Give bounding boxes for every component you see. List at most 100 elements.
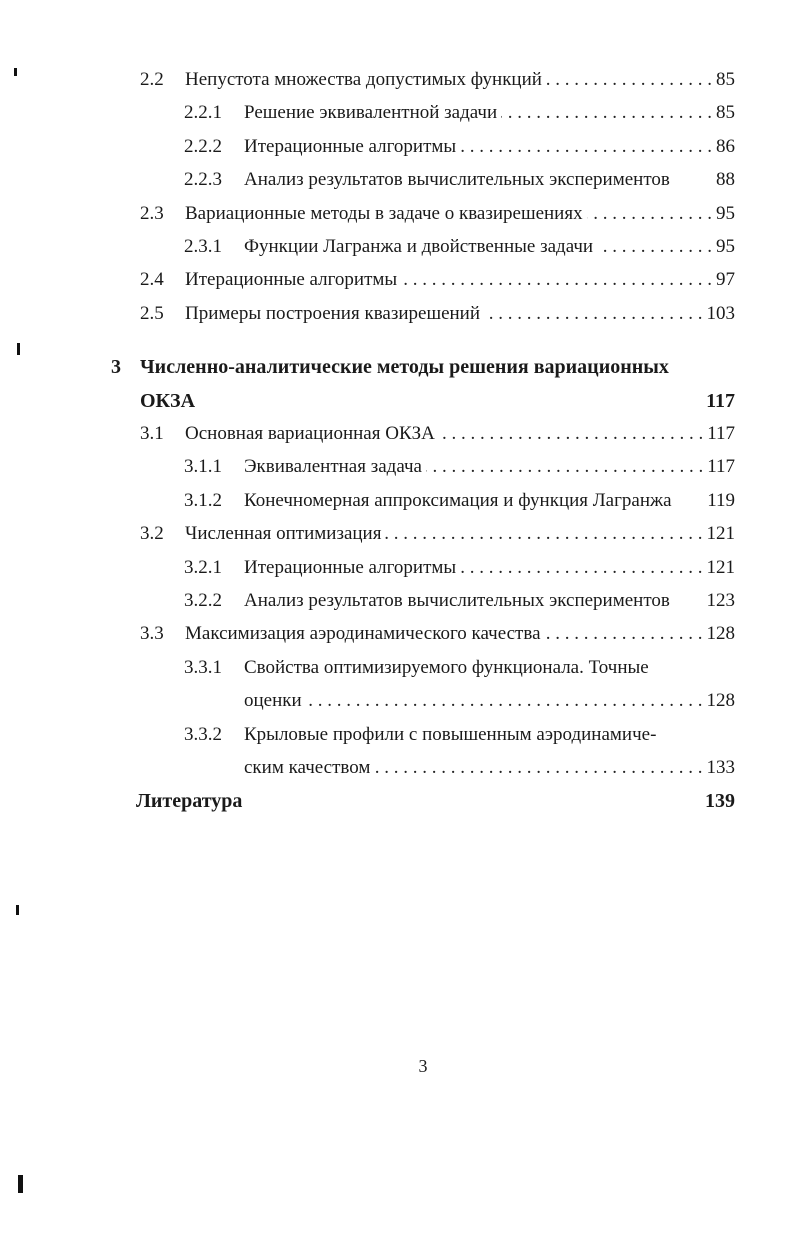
toc-entry-title: оценки [244,690,302,712]
toc-entry[interactable]: Литература 139 [136,789,735,813]
toc-entry-title: Основная вариационная ОКЗА [185,423,435,444]
dot-leader: . . . . . . . . . . . . . . . . . . . . … [385,523,703,545]
toc-entry[interactable]: 2.2 Непустота множества допустимых функци… [140,68,735,92]
dot-leader: . . . . . . . . . . . . . . . . . . . . … [501,102,712,124]
toc-entry[interactable]: оценки . . . . . . . . . . . . . . . . .… [244,689,735,713]
toc-entry[interactable]: 3.2 Численная оптимизация . . . . . . . .… [140,522,735,546]
toc-entry-title: Литература [136,790,243,813]
toc-entry-number: 2.2.3 [184,169,222,191]
dot-leader: . . . . . . . . . . . . . . . . . . . . … [374,757,703,778]
toc-entry[interactable]: 3.3.1 Свойства оптимизируемого функционал… [184,656,735,680]
toc-entry[interactable]: 3.1.2 Конечномерная аппроксимация и функц… [184,489,735,513]
toc-entry-number: 3 [111,356,121,379]
dot-leader: . . . . . . . . . . . . . . . . . . . . … [401,269,712,291]
scan-mark [14,68,17,76]
toc-entry-title: Итерационные алгоритмы [244,556,457,578]
toc-entry-title: Анализ результатов вычислительных экспер… [244,590,670,611]
dot-leader: . . . . . . . . . . . . . . . . . . . . … [597,236,712,257]
toc-entry-number: 2.4 [140,269,164,291]
toc-entry-page: 119 [707,489,735,511]
toc-entry-number: 3.3 [140,623,164,645]
toc-entry-title: Крыловые профили с повышенным аэродинами… [244,723,657,745]
toc-entry-page: 123 [706,590,736,611]
toc-entry-page: 88 [716,169,735,191]
dot-leader: . . . . . . . . . . . . . . . . . . . . … [460,556,703,578]
toc-entry-page: 117 [706,389,735,412]
toc-entry-page: 117 [707,456,735,478]
toc-entry[interactable]: 3.3.2 Крыловые профили с повышенным аэрод… [184,723,735,747]
toc-entry[interactable]: ОКЗА 117 [140,389,735,413]
toc-entry-page: 95 [716,202,735,224]
dot-leader: . . . . . . . . . . . . . . . . . . . . … [545,69,712,90]
toc-entry-page: 85 [716,69,735,90]
dot-leader: . . . . . . . . . . . . . . . . . . . . … [460,135,712,157]
toc-entry-title: Примеры построения квазирешений [185,302,481,324]
toc-entry-page: 139 [705,790,735,813]
toc-entry-number: 2.5 [140,302,164,324]
toc-entry[interactable]: 3.2.1 Итерационные алгоритмы . . . . . . … [184,556,735,580]
dot-leader: . . . . . . . . . . . . . . . . . . . . … [426,456,704,478]
toc-entry-title: Итерационные алгоритмы [244,135,457,157]
dot-leader: . . . . . . . . . . . . . . . . . . . . … [484,302,703,324]
toc-entry-title: Итерационные алгоритмы [185,269,398,291]
toc-entry-page: 103 [706,302,736,324]
scan-mark [18,1175,23,1193]
toc-entry-title: Эквивалентная задача [244,456,422,478]
toc-entry-page: 133 [706,757,736,778]
toc-entry-title: ОКЗА [140,389,196,412]
toc-entry-title: Численно-аналитические методы решения ва… [140,356,669,379]
toc-entry[interactable]: 2.2.3 Анализ результатов вычислительных э… [184,168,735,192]
toc-entry[interactable]: 3.3 Максимизация аэродинамического качест… [140,622,735,646]
toc-entry-title: Конечномерная аппроксимация и функция Ла… [244,489,672,511]
toc-entry-number: 3.2 [140,523,164,545]
toc-entry-title: Решение эквивалентной задачи [244,102,498,124]
toc-entry-number: 2.3 [140,202,164,224]
toc-entry[interactable]: 2.2.2 Итерационные алгоритмы . . . . . . … [184,135,735,159]
toc-entry-number: 2.2.2 [184,135,222,157]
toc-entry[interactable]: 2.3 Вариационные методы в задаче о квазир… [140,202,735,226]
toc-entry-page: 121 [706,556,736,578]
dot-leader: . . . . . . . . . . . . . . . . . . . . … [587,202,712,224]
scan-mark [17,343,20,355]
toc-entry-page: 85 [716,102,735,124]
toc-entry-page: 117 [707,423,735,444]
toc-entry-page: 97 [716,269,735,291]
toc-entry[interactable]: 2.2.1 Решение эквивалентной задачи . . . … [184,101,735,125]
toc-entry[interactable]: 2.5 Примеры построения квазирешений . . .… [140,302,735,326]
toc-entry-title: ским качеством [244,757,371,778]
toc-entry-page: 121 [706,523,736,545]
toc-entry-number: 3.1 [140,423,164,444]
toc-entry-number: 2.3.1 [184,236,222,257]
toc-entry-number: 3.3.2 [184,723,222,745]
toc-entry[interactable]: ским качеством . . . . . . . . . . . . .… [244,756,735,780]
toc-entry-title: Максимизация аэродинамического качества [185,623,541,645]
toc-entry-number: 3.1.2 [184,489,222,511]
toc-entry-title: Непустота множества допустимых функций [185,69,542,90]
toc-entry[interactable]: 3.2.2 Анализ результатов вычислительных э… [184,589,735,613]
toc-entry-title: Численная оптимизация [185,523,382,545]
toc-entry[interactable]: 2.4 Итерационные алгоритмы . . . . . . . … [140,268,735,292]
toc-entry[interactable]: 3.1.1 Эквивалентная задача . . . . . . . … [184,455,735,479]
dot-leader: . . . . . . . . . . . . . . . . . . . . … [306,690,703,712]
toc-entry-page: 128 [706,623,736,645]
dot-leader: . . . . . . . . . . . . . . . . . . . . … [439,423,704,444]
dot-leader: . . . . . . . . . . . . . . . . . . . . … [545,623,703,645]
toc-entry-page: 86 [716,135,735,157]
toc-entry-number: 2.2 [140,69,164,90]
toc-entry-number: 2.2.1 [184,102,222,124]
toc-entry[interactable]: 3.1 Основная вариационная ОКЗА . . . . . … [140,422,735,446]
toc-entry-title: Анализ результатов вычислительных экспер… [244,169,670,191]
toc-entry-number: 3.3.1 [184,656,222,678]
toc-entry-title: Свойства оптимизируемого функционала. То… [244,656,649,678]
toc-entry[interactable]: 3 Численно-аналитические методы решения в… [111,355,735,379]
toc-entry-page: 95 [716,236,735,257]
toc-entry-number: 3.1.1 [184,456,222,478]
toc-entry-number: 3.2.2 [184,590,222,611]
toc-entry[interactable]: 2.3.1 Функции Лагранжа и двойственные зад… [184,235,735,259]
toc-entry-number: 3.2.1 [184,556,222,578]
toc-entry-title: Функции Лагранжа и двойственные задачи [244,236,594,257]
toc-entry-page: 128 [706,690,736,712]
toc-entry-title: Вариационные методы в задаче о квазиреше… [185,202,583,224]
page-number: 3 [418,1056,428,1076]
scan-mark [16,905,19,915]
